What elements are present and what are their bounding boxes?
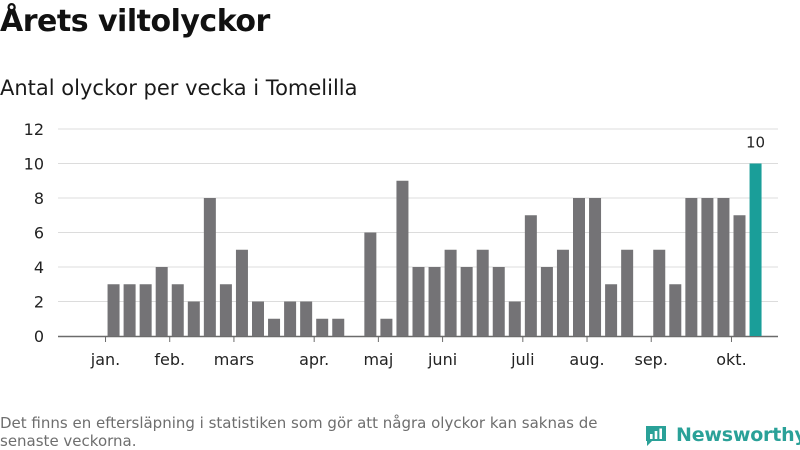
bar bbox=[380, 318, 393, 336]
newsworthy-logo-icon bbox=[646, 426, 666, 446]
bar bbox=[524, 215, 537, 336]
bar bbox=[316, 318, 329, 336]
x-tick-label: juli bbox=[510, 350, 534, 369]
bar bbox=[219, 284, 232, 336]
bar bbox=[268, 318, 281, 336]
y-tick-label: 8 bbox=[34, 189, 44, 208]
bar bbox=[653, 249, 666, 336]
bar bbox=[412, 267, 425, 336]
y-tick-label: 2 bbox=[34, 293, 44, 312]
y-tick-label: 6 bbox=[34, 224, 44, 243]
bar bbox=[589, 198, 602, 336]
data-label: 10 bbox=[746, 134, 765, 152]
y-axis-ticks: 0 2 4 6 8 10 12 bbox=[24, 120, 44, 346]
bar bbox=[428, 267, 441, 336]
y-tick-label: 10 bbox=[24, 155, 44, 174]
x-tick-label: aug. bbox=[569, 350, 604, 369]
bar bbox=[203, 198, 216, 336]
y-tick-label: 12 bbox=[24, 120, 44, 139]
bar bbox=[733, 215, 746, 336]
bar bbox=[621, 249, 634, 336]
x-tick-label: juni bbox=[427, 350, 457, 369]
x-tick-label: apr. bbox=[299, 350, 329, 369]
bar bbox=[605, 284, 618, 336]
bar bbox=[107, 284, 120, 336]
bar bbox=[669, 284, 682, 336]
chart-subtitle: Antal olyckor per vecka i Tomelilla bbox=[0, 76, 358, 100]
bar bbox=[476, 249, 489, 336]
bar bbox=[155, 267, 168, 336]
bars bbox=[107, 163, 762, 336]
brand-logo-block[interactable]: Newsworthy bbox=[644, 420, 800, 450]
bar bbox=[717, 198, 730, 336]
bar bbox=[235, 249, 248, 336]
gridlines bbox=[58, 128, 778, 338]
bar bbox=[252, 301, 264, 336]
bar bbox=[332, 318, 345, 336]
bar bbox=[749, 163, 762, 336]
x-tick-label: maj bbox=[363, 350, 393, 369]
brand-name: Newsworthy bbox=[676, 424, 800, 446]
bar bbox=[701, 198, 714, 336]
bar bbox=[460, 267, 473, 336]
footnote: Det finns en eftersläpning i statistiken… bbox=[0, 414, 598, 450]
bar bbox=[685, 198, 698, 336]
bar bbox=[396, 180, 409, 336]
x-tick-label: okt. bbox=[716, 350, 746, 369]
bar bbox=[508, 301, 521, 336]
bar bbox=[123, 284, 136, 336]
bar bbox=[540, 267, 553, 336]
bar bbox=[492, 267, 505, 336]
y-tick-label: 4 bbox=[34, 258, 44, 277]
x-tick-label: mars bbox=[214, 350, 254, 369]
bar bbox=[300, 301, 313, 336]
y-tick-label: 0 bbox=[34, 327, 44, 346]
bar-chart: 0 2 4 6 8 10 12 10 jan. feb. mars apr. maj juni juli… bbox=[24, 120, 778, 369]
data-labels: 10 bbox=[746, 134, 765, 152]
x-tick-label: feb. bbox=[154, 350, 185, 369]
x-tick-label: jan. bbox=[90, 350, 120, 369]
bar bbox=[573, 198, 585, 336]
x-tick-label: sep. bbox=[635, 350, 668, 369]
x-axis-month-labels: jan. feb. mars apr. maj juni juli aug. sep. okt. bbox=[90, 337, 747, 369]
bar bbox=[139, 284, 152, 336]
bar bbox=[364, 232, 377, 336]
bar bbox=[171, 284, 184, 336]
bar bbox=[187, 301, 200, 336]
chart-title: Årets viltolyckor bbox=[0, 4, 270, 39]
bar bbox=[284, 301, 297, 336]
bar bbox=[444, 249, 457, 336]
bar bbox=[556, 249, 569, 336]
